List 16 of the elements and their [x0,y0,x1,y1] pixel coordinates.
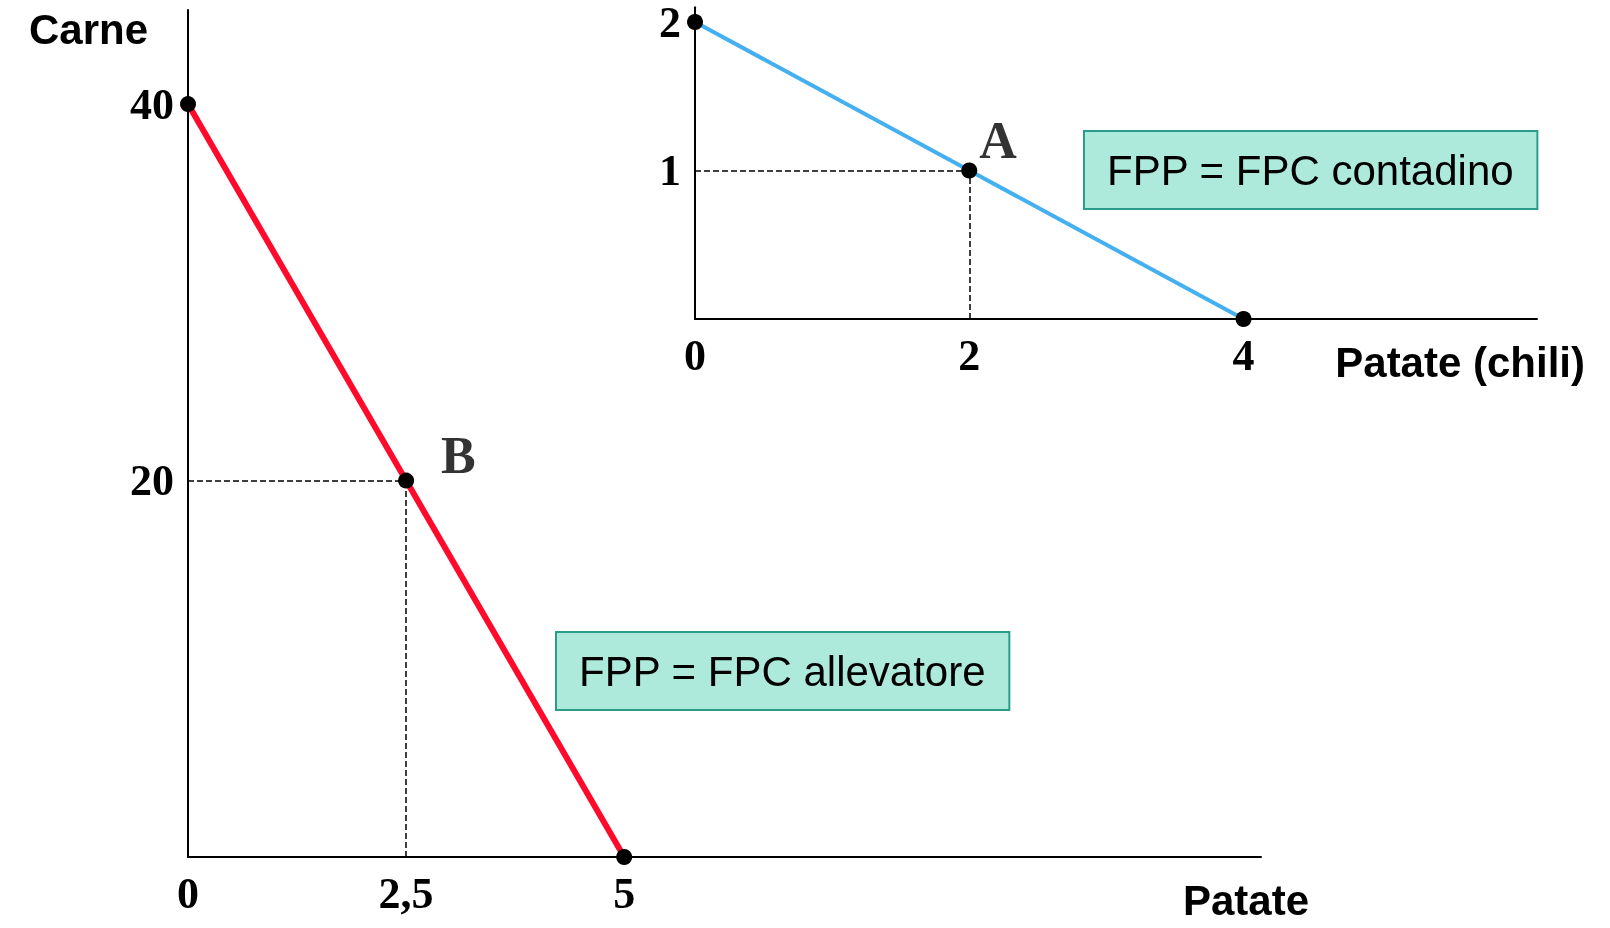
annotation: FPP = FPC contadino [1107,146,1514,194]
x-tick-label: 5 [613,868,636,918]
y-tick-label: 20 [130,456,174,506]
y-tick-label: 40 [130,79,174,129]
annotation: A [979,112,1018,169]
annotation: B [441,427,476,485]
y-axis-title: Carne [28,5,148,53]
x-tick-label: 0 [684,330,706,380]
y-tick-label: 1 [659,146,681,195]
annotation: FPP = FPC allevatore [579,647,986,695]
x-axis-title: Patate [1182,876,1309,924]
x-tick-label: 2,5 [378,868,434,918]
x-tick-label: 0 [177,868,199,918]
x-tick-label: 4 [1232,330,1255,380]
x-axis-title: Patate (chili) [1335,338,1585,386]
x-tick-label: 2 [958,330,981,380]
